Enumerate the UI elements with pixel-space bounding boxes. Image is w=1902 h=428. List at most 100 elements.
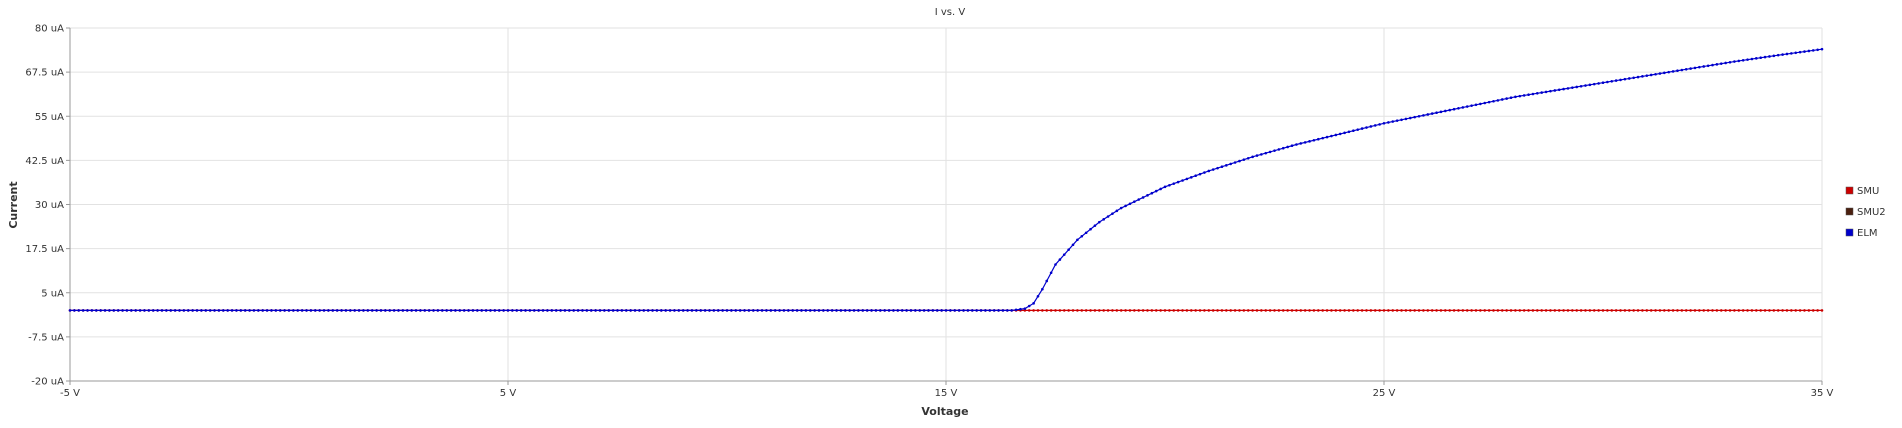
data-point xyxy=(1689,67,1692,70)
data-point xyxy=(243,309,247,312)
data-point xyxy=(1566,309,1570,312)
data-point xyxy=(1014,308,1018,312)
data-point xyxy=(1610,80,1614,83)
data-point xyxy=(419,309,422,312)
data-point xyxy=(1168,183,1171,187)
data-point xyxy=(1417,309,1421,312)
data-point xyxy=(1365,309,1368,312)
data-point xyxy=(1426,113,1430,116)
data-point xyxy=(1347,130,1351,134)
data-point xyxy=(633,309,637,312)
data-point xyxy=(1119,206,1123,210)
data-point xyxy=(1645,74,1649,77)
data-point xyxy=(1128,309,1132,312)
data-point xyxy=(1321,309,1324,312)
data-point xyxy=(1413,309,1416,312)
data-point xyxy=(879,309,882,312)
data-point xyxy=(1041,287,1044,291)
data-point xyxy=(791,309,794,312)
data-point xyxy=(756,309,759,312)
data-point xyxy=(1264,309,1268,312)
data-point xyxy=(559,309,562,312)
data-point xyxy=(401,309,405,312)
data-point xyxy=(1001,309,1005,312)
data-point xyxy=(1260,309,1263,312)
data-point xyxy=(914,309,917,312)
data-point xyxy=(1820,309,1824,312)
data-point xyxy=(554,309,558,312)
data-point xyxy=(1536,92,1539,95)
data-point xyxy=(1006,309,1009,312)
data-point xyxy=(695,309,698,312)
data-point xyxy=(1343,309,1346,312)
data-point xyxy=(532,309,536,312)
data-point xyxy=(830,309,834,312)
data-point xyxy=(125,309,129,312)
data-point xyxy=(1089,227,1092,231)
data-point xyxy=(1054,263,1057,266)
data-point xyxy=(1036,294,1040,298)
data-point xyxy=(1308,309,1311,312)
data-point xyxy=(940,309,943,312)
data-point xyxy=(931,309,935,312)
data-point xyxy=(594,309,597,312)
data-point xyxy=(300,309,304,312)
data-point xyxy=(1391,309,1395,312)
data-point xyxy=(1693,309,1697,312)
data-point xyxy=(1557,88,1561,92)
data-point xyxy=(598,309,602,312)
data-point xyxy=(1470,309,1473,312)
data-point xyxy=(1597,82,1600,85)
data-point xyxy=(278,309,282,312)
data-point xyxy=(379,309,383,312)
data-point xyxy=(1544,309,1548,312)
data-point xyxy=(979,309,983,312)
data-point xyxy=(1408,116,1412,120)
data-point xyxy=(1816,48,1819,52)
data-point xyxy=(1141,309,1145,312)
data-point xyxy=(616,309,619,312)
data-point xyxy=(1317,309,1320,312)
data-point xyxy=(1299,309,1303,312)
data-point xyxy=(186,309,190,312)
data-point xyxy=(1027,304,1031,308)
data-point xyxy=(716,309,720,312)
data-point xyxy=(1373,309,1377,312)
data-point xyxy=(1785,309,1789,312)
data-point xyxy=(1627,77,1631,80)
data-point xyxy=(1176,309,1180,312)
data-point xyxy=(103,309,107,312)
data-point xyxy=(449,309,453,312)
data-point xyxy=(1194,174,1197,178)
data-point xyxy=(1763,55,1767,59)
data-point xyxy=(134,309,137,312)
data-point xyxy=(1360,309,1364,312)
data-point xyxy=(975,309,978,312)
data-point xyxy=(787,309,790,312)
data-point xyxy=(1763,309,1767,312)
data-point xyxy=(1019,307,1022,311)
data-point xyxy=(1811,309,1815,312)
series-elm xyxy=(68,47,1824,312)
data-point xyxy=(1198,309,1202,312)
data-point xyxy=(90,309,94,312)
legend-label: SMU2 xyxy=(1857,207,1886,218)
data-point xyxy=(1571,309,1574,312)
data-point xyxy=(318,309,321,312)
data-point xyxy=(1281,309,1285,312)
data-point xyxy=(1737,309,1741,312)
data-point xyxy=(1400,309,1403,312)
data-point xyxy=(1111,309,1114,312)
data-point xyxy=(1553,309,1557,312)
data-point xyxy=(857,309,860,312)
data-point xyxy=(208,309,212,312)
data-point xyxy=(1408,309,1412,312)
legend-swatch xyxy=(1845,207,1854,216)
data-point xyxy=(1755,309,1758,312)
data-point xyxy=(1663,309,1666,312)
data-point xyxy=(1080,234,1084,238)
data-point xyxy=(1382,309,1386,312)
data-point xyxy=(476,309,479,312)
data-point xyxy=(441,309,444,312)
